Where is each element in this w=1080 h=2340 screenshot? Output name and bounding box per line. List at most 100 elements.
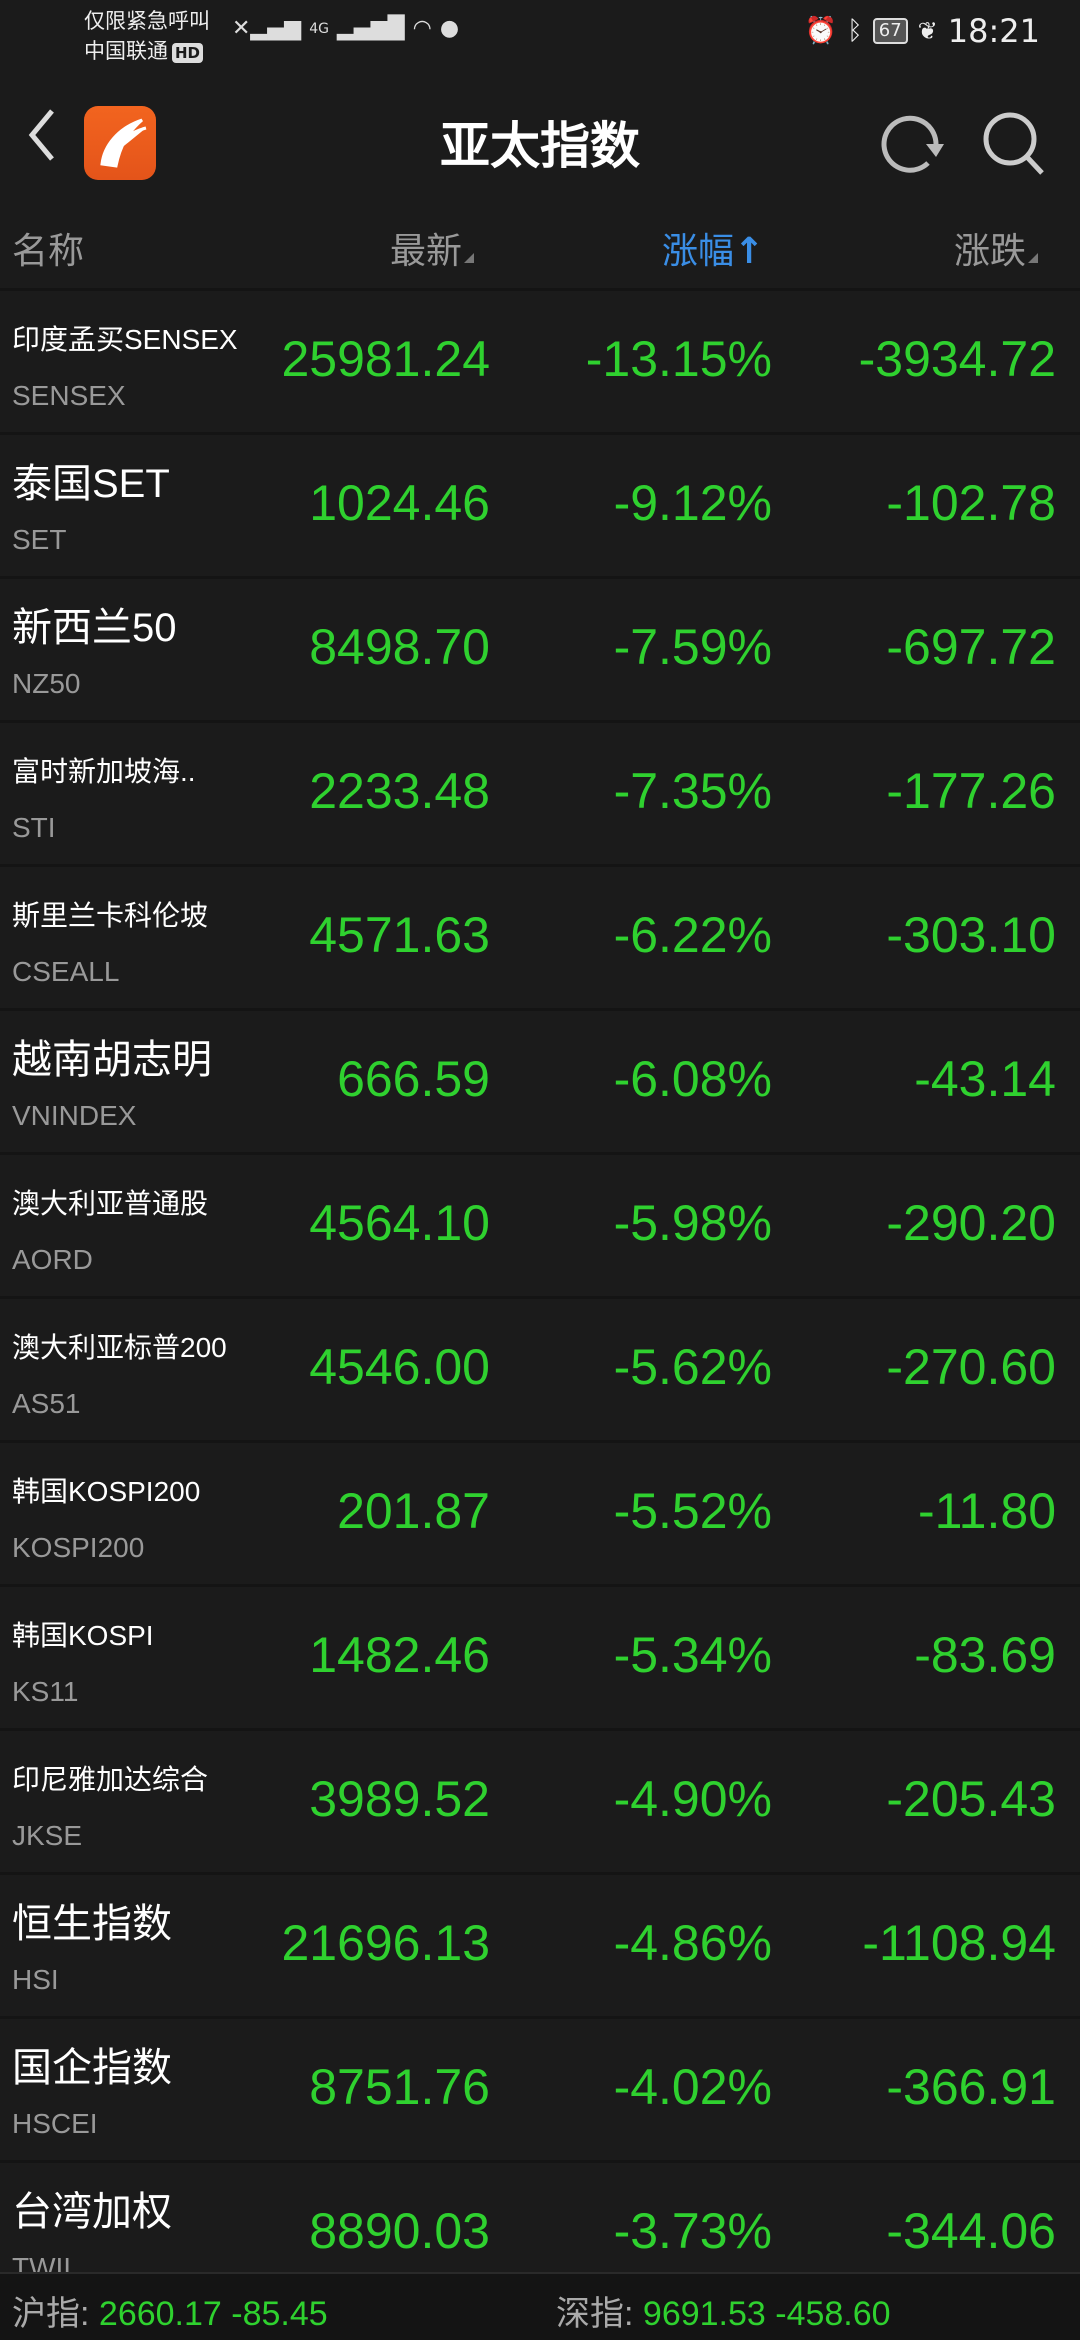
index-name: 越南胡志明 <box>12 1038 212 1082</box>
change-percent: -3.73% <box>613 2203 772 2259</box>
col-change-label: 涨跌 <box>954 231 1027 272</box>
status-bar: 仅限紧急呼叫 中国联通 HD ✕▂▄▆ 4G ▂▄▆█ ◠ ● ⏰ ᛒ 67 ❦ … <box>0 0 1080 75</box>
sort-icon <box>1028 253 1039 263</box>
latest-price: 8751.76 <box>309 2059 490 2115</box>
column-header: 名称 最新 涨幅↑ 涨跌 <box>0 215 1080 288</box>
table-row[interactable]: 印尼雅加达综合 JKSE 3989.52 -4.90% -205.43 <box>0 1728 1080 1872</box>
page-title: 亚太指数 <box>440 117 640 175</box>
index-name: 新西兰50 <box>12 606 177 650</box>
change-percent: -7.35% <box>613 763 772 819</box>
table-row[interactable]: 恒生指数 HSI 21696.13 -4.86% -1108.94 <box>0 1872 1080 2016</box>
sh-label: 沪指: <box>12 2295 90 2333</box>
carrier-name: 中国联通 <box>84 39 168 63</box>
table-row[interactable]: 国企指数 HSCEI 8751.76 -4.02% -366.91 <box>0 2016 1080 2160</box>
shenzhen-index[interactable]: 深指: 9691.53 -458.60 <box>556 2286 891 2335</box>
index-name: 富时新加坡海.. <box>12 756 196 787</box>
emergency-text: 仅限紧急呼叫 <box>84 9 210 33</box>
index-code: NZ50 <box>12 668 81 699</box>
change-percent: -6.08% <box>613 1051 772 1107</box>
table-row[interactable]: 韩国KOSPI KS11 1482.46 -5.34% -83.69 <box>0 1584 1080 1728</box>
change-percent: -9.12% <box>613 475 772 531</box>
latest-price: 4546.00 <box>309 1339 490 1395</box>
table-row[interactable]: 澳大利亚标普200 AS51 4546.00 -5.62% -270.60 <box>0 1296 1080 1440</box>
index-code: AORD <box>12 1244 93 1275</box>
index-code: VNINDEX <box>12 1100 137 1131</box>
latest-price: 2233.48 <box>309 763 490 819</box>
index-name: 国企指数 <box>12 2046 172 2090</box>
table-row[interactable]: 富时新加坡海.. STI 2233.48 -7.35% -177.26 <box>0 720 1080 864</box>
table-row[interactable]: 新西兰50 NZ50 8498.70 -7.59% -697.72 <box>0 576 1080 720</box>
battery-icon: 67 <box>872 18 908 44</box>
table-row[interactable]: 斯里兰卡科伦坡 CSEALL 4571.63 -6.22% -303.10 <box>0 864 1080 1008</box>
signal-icon: ▂▄▆█ <box>336 16 405 41</box>
index-code: CSEALL <box>12 956 120 987</box>
change-percent: -5.62% <box>613 1339 772 1395</box>
change-value: -205.43 <box>886 1771 1056 1827</box>
col-name[interactable]: 名称 <box>12 231 85 272</box>
search-icon[interactable] <box>982 109 1048 179</box>
refresh-icon[interactable] <box>878 111 944 177</box>
table-row[interactable]: 泰国SET SET 1024.46 -9.12% -102.78 <box>0 432 1080 576</box>
change-percent: -5.98% <box>613 1195 772 1251</box>
change-percent: -7.59% <box>613 619 772 675</box>
latest-price: 4571.63 <box>309 907 490 963</box>
alarm-icon: ⏰ <box>804 16 838 46</box>
change-value: -344.06 <box>886 2203 1056 2259</box>
network-type: 4G <box>309 20 329 37</box>
index-name: 澳大利亚普通股 <box>12 1188 209 1219</box>
back-icon[interactable] <box>26 105 56 185</box>
index-name: 泰国SET <box>12 462 170 506</box>
change-value: -1108.94 <box>862 1915 1056 1971</box>
latest-price: 25981.24 <box>281 331 490 387</box>
index-code: SENSEX <box>12 380 126 411</box>
table-row[interactable]: 印度孟买SENSEX SENSEX 25981.24 -13.15% -3934… <box>0 288 1080 432</box>
sz-label: 深指: <box>556 2295 634 2333</box>
index-code: AS51 <box>12 1388 81 1419</box>
clock: 18:21 <box>947 12 1040 50</box>
latest-price: 666.59 <box>337 1051 490 1107</box>
change-value: -290.20 <box>886 1195 1056 1251</box>
sort-asc-icon: ↑ <box>734 231 765 272</box>
latest-price: 3989.52 <box>309 1771 490 1827</box>
index-code: STI <box>12 812 56 843</box>
market-footer: 沪指: 2660.17 -85.45 深指: 9691.53 -458.60 <box>0 2272 1080 2340</box>
index-name: 澳大利亚标普200 <box>12 1332 227 1363</box>
change-percent: -4.86% <box>613 1915 772 1971</box>
wifi-icon: ◠ <box>412 16 432 41</box>
change-value: -3934.72 <box>858 331 1056 387</box>
sz-value: 9691.53 -458.60 <box>642 2295 891 2333</box>
app-header: 亚太指数 <box>0 75 1080 215</box>
col-latest[interactable]: 最新 <box>390 227 475 277</box>
col-latest-label: 最新 <box>390 231 463 272</box>
index-code: KS11 <box>12 1676 79 1707</box>
table-row[interactable]: 台湾加权 TWII 8890.03 -3.73% -344.06 <box>0 2160 1080 2272</box>
index-name: 台湾加权 <box>12 2190 172 2234</box>
change-value: -366.91 <box>886 2059 1056 2115</box>
change-value: -697.72 <box>886 619 1056 675</box>
app-logo <box>84 106 156 180</box>
index-name: 印度孟买SENSEX <box>12 324 238 355</box>
table-row[interactable]: 韩国KOSPI200 KOSPI200 201.87 -5.52% -11.80 <box>0 1440 1080 1584</box>
index-list[interactable]: 印度孟买SENSEX SENSEX 25981.24 -13.15% -3934… <box>0 288 1080 2272</box>
no-signal-icon: ✕▂▄▆ <box>232 16 302 41</box>
table-row[interactable]: 越南胡志明 VNINDEX 666.59 -6.08% -43.14 <box>0 1008 1080 1152</box>
table-row[interactable]: 澳大利亚普通股 AORD 4564.10 -5.98% -290.20 <box>0 1152 1080 1296</box>
leaf-icon: ❦ <box>917 17 938 45</box>
index-code: HSCEI <box>12 2108 98 2139</box>
index-code: HSI <box>12 1964 59 1995</box>
change-percent: -5.34% <box>613 1627 772 1683</box>
change-value: -83.69 <box>914 1627 1056 1683</box>
status-right: ⏰ ᛒ 67 ❦ 18:21 <box>805 12 1040 50</box>
index-code: SET <box>12 524 67 555</box>
col-change[interactable]: 涨跌 <box>954 227 1039 277</box>
col-change-pct-label: 涨幅 <box>662 231 735 272</box>
hd-badge: HD <box>172 43 204 63</box>
change-value: -43.14 <box>914 1051 1056 1107</box>
latest-price: 1482.46 <box>309 1627 490 1683</box>
shanghai-index[interactable]: 沪指: 2660.17 -85.45 <box>12 2286 328 2335</box>
index-code: KOSPI200 <box>12 1532 145 1563</box>
latest-price: 1024.46 <box>309 475 490 531</box>
change-percent: -4.90% <box>613 1771 772 1827</box>
col-change-pct[interactable]: 涨幅↑ <box>662 227 764 277</box>
change-value: -177.26 <box>886 763 1056 819</box>
